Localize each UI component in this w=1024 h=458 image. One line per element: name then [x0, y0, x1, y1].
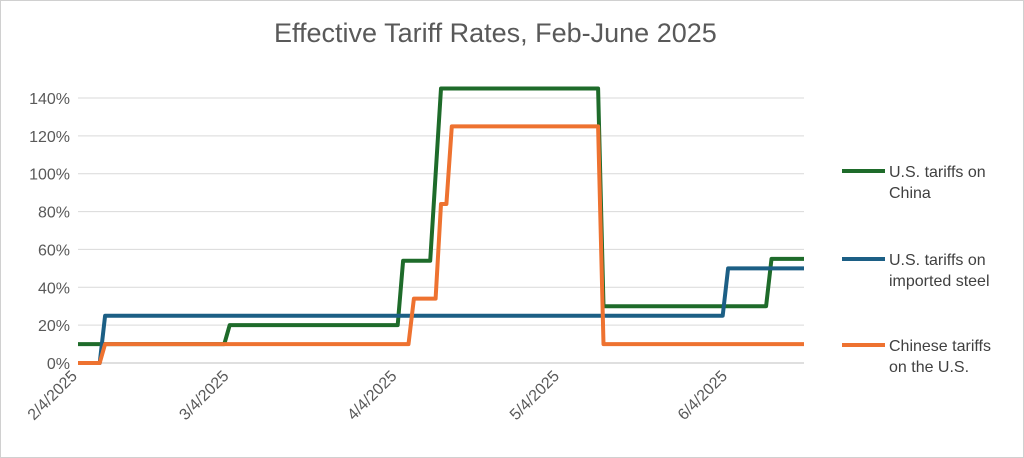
x-tick-label: 6/4/2025 — [675, 368, 731, 424]
y-tick-label: 40% — [38, 280, 70, 297]
legend-label: imported steel — [889, 273, 990, 290]
series-lines — [78, 86, 804, 365]
y-tick-label: 0% — [47, 356, 70, 373]
x-axis-ticks: 2/4/2025 3/4/2025 4/4/2025 5/4/2025 6/4/2025 — [25, 368, 731, 424]
y-tick-label: 20% — [38, 318, 70, 335]
y-tick-label: 80% — [38, 205, 70, 222]
legend-label: U.S. tariffs on — [889, 252, 986, 269]
y-tick-label: 140% — [29, 91, 70, 108]
legend-label: China — [889, 185, 931, 202]
x-tick-label: 5/4/2025 — [507, 368, 563, 424]
x-tick-label: 2/4/2025 — [25, 368, 81, 424]
series-line-3 — [78, 124, 804, 365]
y-tick-label: 60% — [38, 242, 70, 259]
legend-label: on the U.S. — [889, 359, 969, 376]
series-line-2 — [78, 266, 804, 365]
y-tick-label: 120% — [29, 129, 70, 146]
legend: U.S. tariffs on China U.S. tariffs on impor… — [842, 164, 991, 376]
legend-label: U.S. tariffs on — [889, 164, 986, 181]
gridlines — [78, 97, 804, 364]
legend-label: Chinese tariffs — [889, 338, 991, 355]
x-tick-label: 3/4/2025 — [176, 368, 232, 424]
y-tick-label: 100% — [29, 167, 70, 184]
y-axis-ticks: 0% 20% 40% 60% 80% 100% 120% 140% — [29, 91, 70, 373]
chart-title: Effective Tariff Rates, Feb-June 2025 — [274, 18, 717, 48]
x-tick-label: 4/4/2025 — [344, 368, 400, 424]
